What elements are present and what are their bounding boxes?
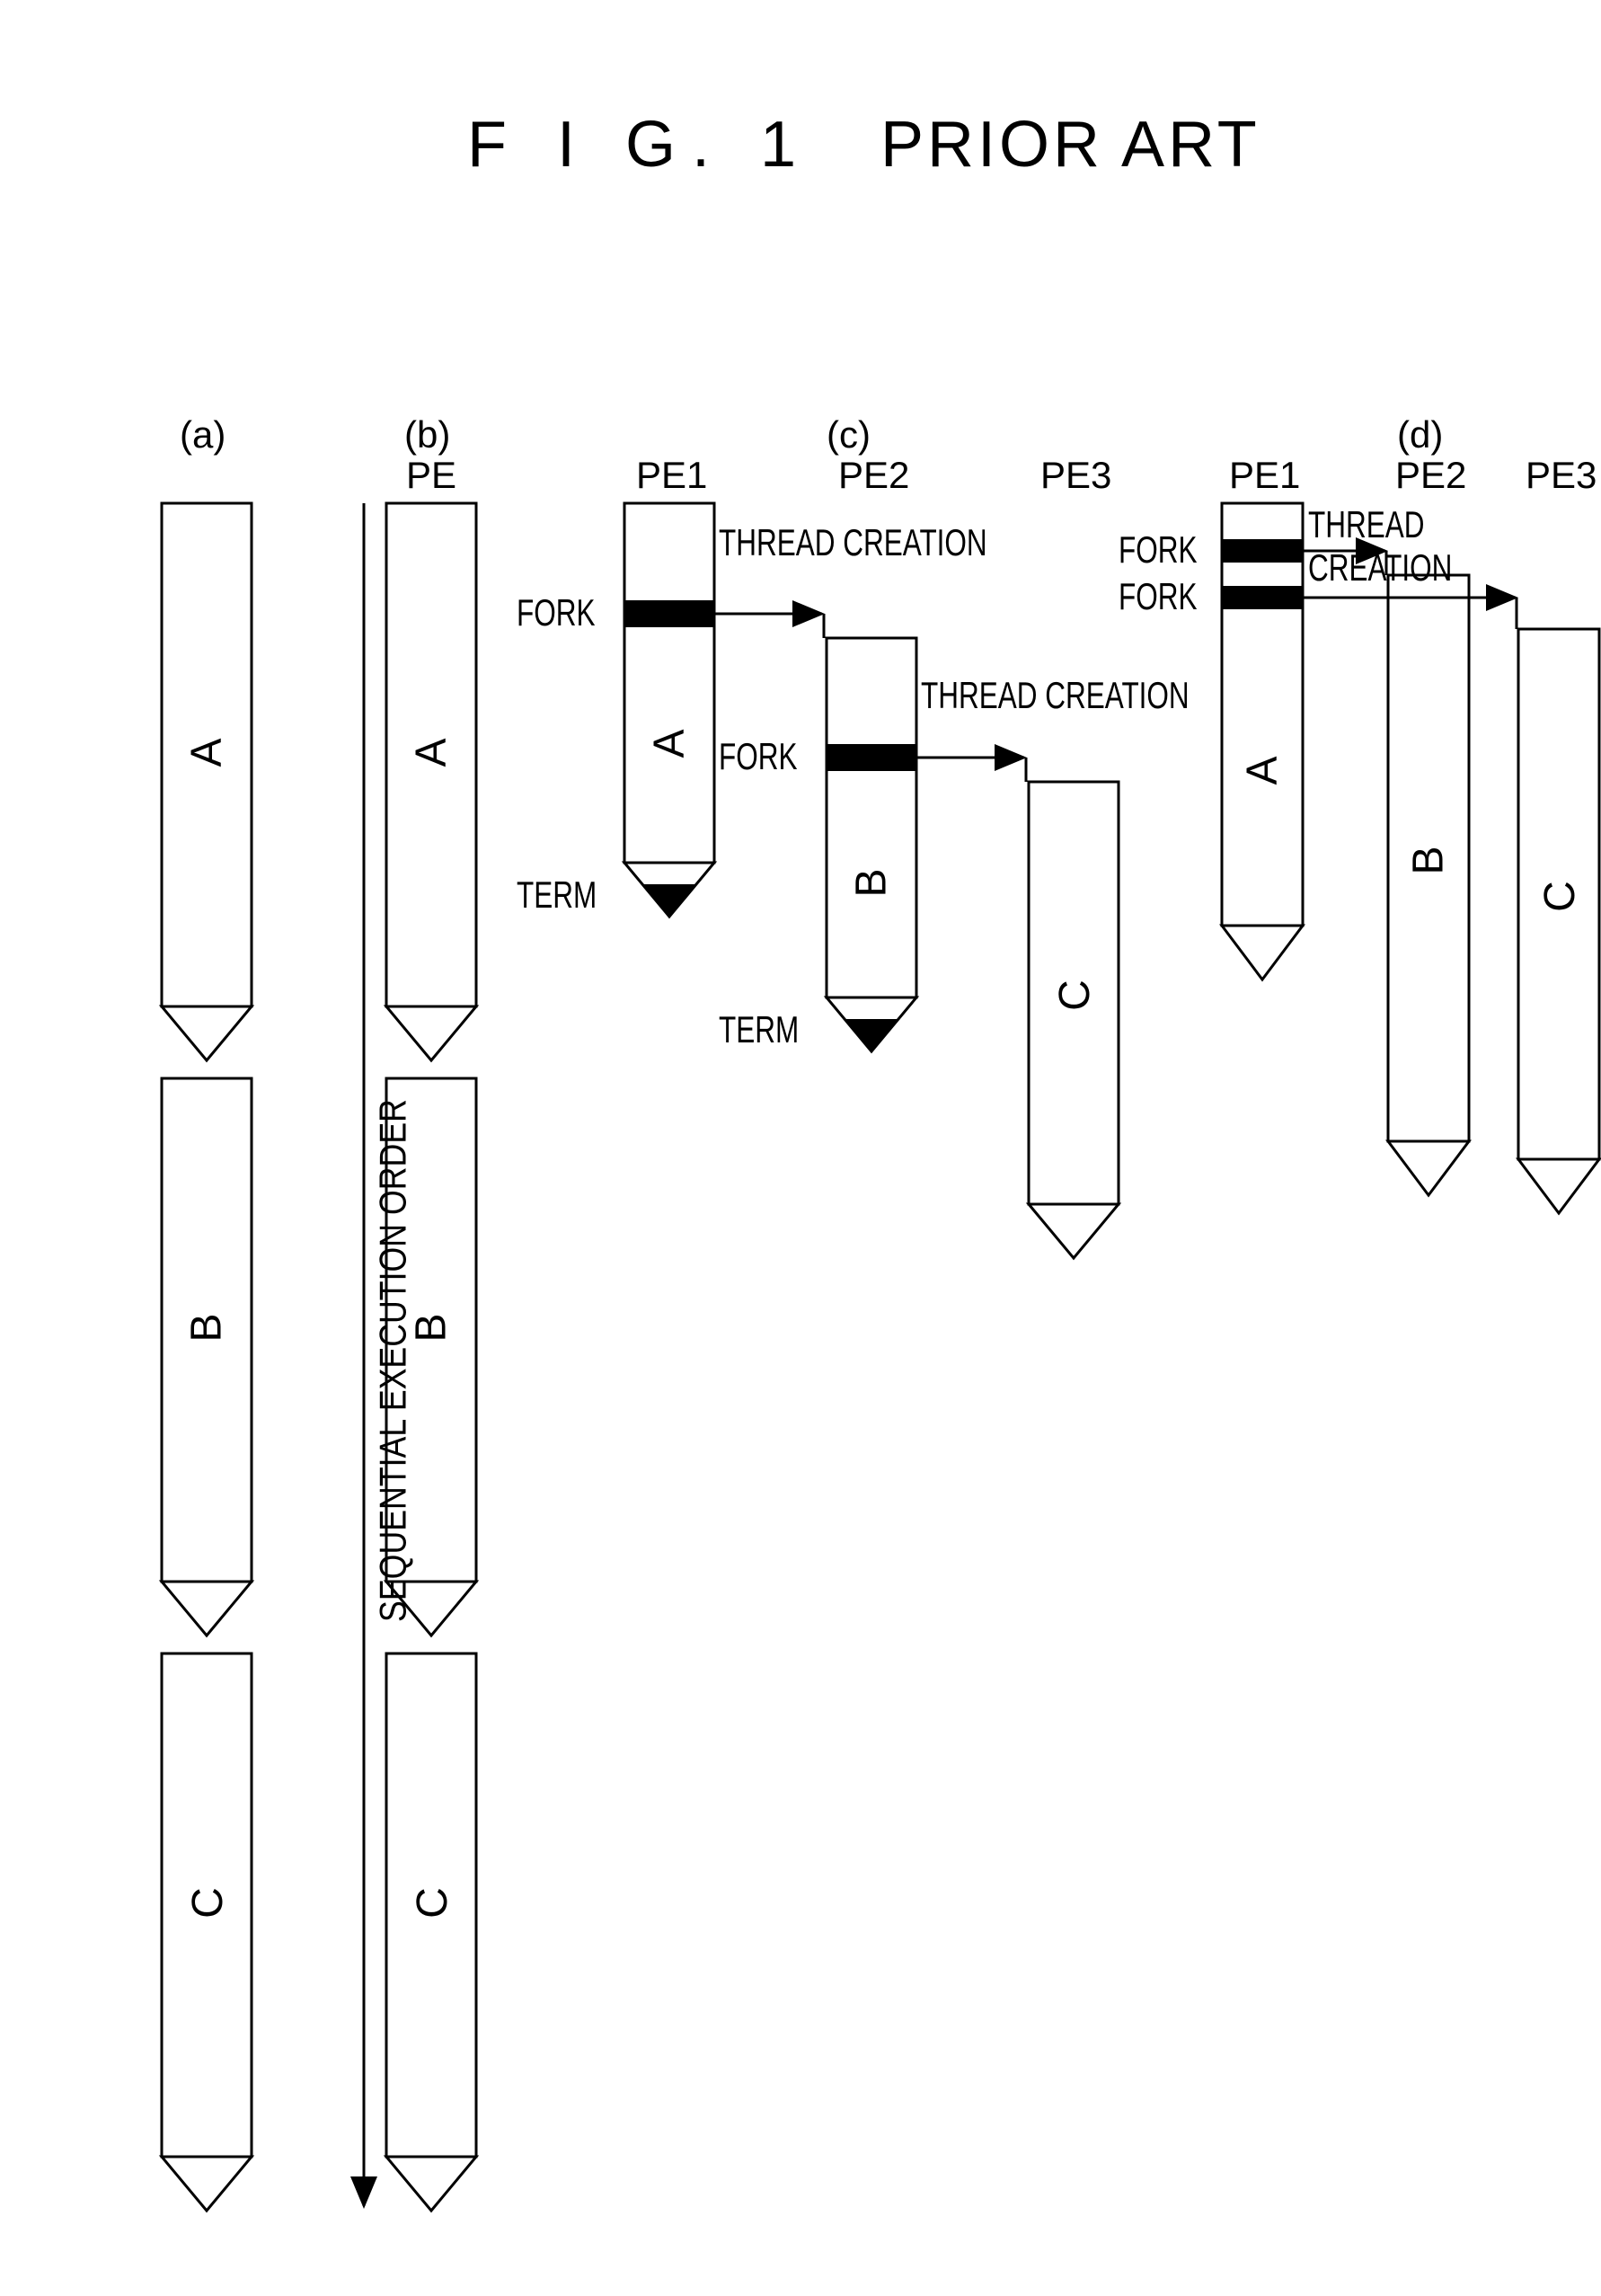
thread-b-A: A	[407, 738, 456, 767]
subfig-d-pe1: PE1	[1229, 454, 1300, 497]
subfig-d-tc: THREAD CREATION	[1308, 503, 1528, 590]
thread-a-A: A	[182, 738, 232, 767]
subfig-c-fork1: FORK	[517, 591, 596, 634]
subfig-d-fork2: FORK	[1119, 575, 1198, 618]
subfig-c-fork2: FORK	[719, 735, 798, 778]
subfig-b-label: (b)	[404, 413, 450, 457]
figure-title-fig: F I G. 1	[467, 108, 812, 182]
figure-title-prior: PRIOR ART	[880, 108, 1260, 182]
thread-d-B: B	[1404, 846, 1454, 874]
thread-d-A: A	[1238, 756, 1287, 785]
subfig-a-label: (a)	[180, 413, 226, 457]
subfig-c-pe3: PE3	[1040, 454, 1111, 497]
subfig-b-pe: PE	[406, 454, 456, 497]
subfig-c-tc1: THREAD CREATION	[719, 521, 987, 564]
thread-d-C: C	[1535, 881, 1585, 912]
subfig-c-pe1: PE1	[636, 454, 707, 497]
thread-a-C: C	[183, 1887, 233, 1919]
subfig-c-term1: TERM	[517, 873, 597, 917]
subfig-c-tc2: THREAD CREATION	[921, 674, 1190, 717]
subfig-d-fork1: FORK	[1119, 528, 1198, 572]
diagram-svg	[0, 0, 1601, 2296]
subfig-c-term2: TERM	[719, 1008, 799, 1051]
thread-b-C: C	[408, 1887, 457, 1919]
subfig-c-label: (c)	[827, 413, 871, 457]
subfig-b-axis-label: SEQUENTIAL EXECUTION ORDER	[371, 1099, 414, 1622]
thread-c-B: B	[847, 868, 897, 897]
subfig-c-pe2: PE2	[838, 454, 909, 497]
subfig-d-label: (d)	[1397, 413, 1443, 457]
thread-a-B: B	[182, 1313, 232, 1342]
thread-c-C: C	[1050, 980, 1100, 1011]
subfig-d-pe3: PE3	[1526, 454, 1597, 497]
thread-c-A: A	[645, 729, 694, 758]
subfig-d-pe2: PE2	[1395, 454, 1466, 497]
